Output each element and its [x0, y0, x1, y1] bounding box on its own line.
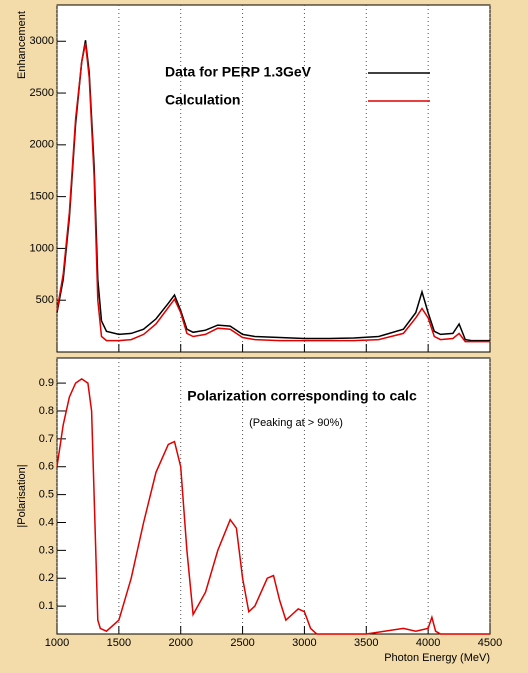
plot-area: [56, 357, 491, 635]
x-tick-label: 3500: [354, 637, 378, 649]
y-tick-label: 1500: [30, 191, 54, 203]
y-tick-label: 0.8: [39, 405, 54, 417]
annotation: Polarization corresponding to calc: [187, 388, 417, 404]
y-tick-label: 0.7: [39, 433, 54, 445]
y-tick-label: 2000: [30, 139, 54, 151]
y-tick-label: 1000: [30, 242, 54, 254]
plot-area: [56, 4, 491, 353]
y-tick-label: 2500: [30, 87, 54, 99]
x-tick-label: 1500: [107, 637, 131, 649]
y-tick-label: 3000: [30, 35, 54, 47]
y-axis-label: |Polarisation|: [16, 464, 28, 527]
x-tick-label: 2000: [168, 637, 192, 649]
y-tick-label: 0.9: [39, 377, 54, 389]
data-line: [56, 43, 490, 343]
x-tick-label: 1000: [45, 637, 69, 649]
x-tick-label: 2500: [230, 637, 254, 649]
y-tick-label: 0.3: [39, 544, 54, 556]
x-tick-label: 3000: [292, 637, 316, 649]
y-tick-label: 0.6: [39, 461, 54, 473]
annotation: (Peaking at > 90%): [249, 417, 343, 429]
legend-label: Calculation: [165, 92, 240, 108]
y-tick-label: 0.2: [39, 572, 54, 584]
x-tick-label: 4000: [416, 637, 440, 649]
y-tick-label: 0.5: [39, 489, 54, 501]
data-line: [56, 377, 490, 635]
x-axis-label: Photon Energy (MeV): [384, 652, 490, 664]
y-axis-label: Enhancement: [16, 11, 28, 79]
y-tick-label: 0.4: [39, 516, 54, 528]
x-tick-label: 4500: [478, 637, 502, 649]
y-tick-label: 0.1: [39, 600, 54, 612]
y-tick-label: 500: [36, 294, 54, 306]
legend-label: Data for PERP 1.3GeV: [165, 64, 312, 80]
